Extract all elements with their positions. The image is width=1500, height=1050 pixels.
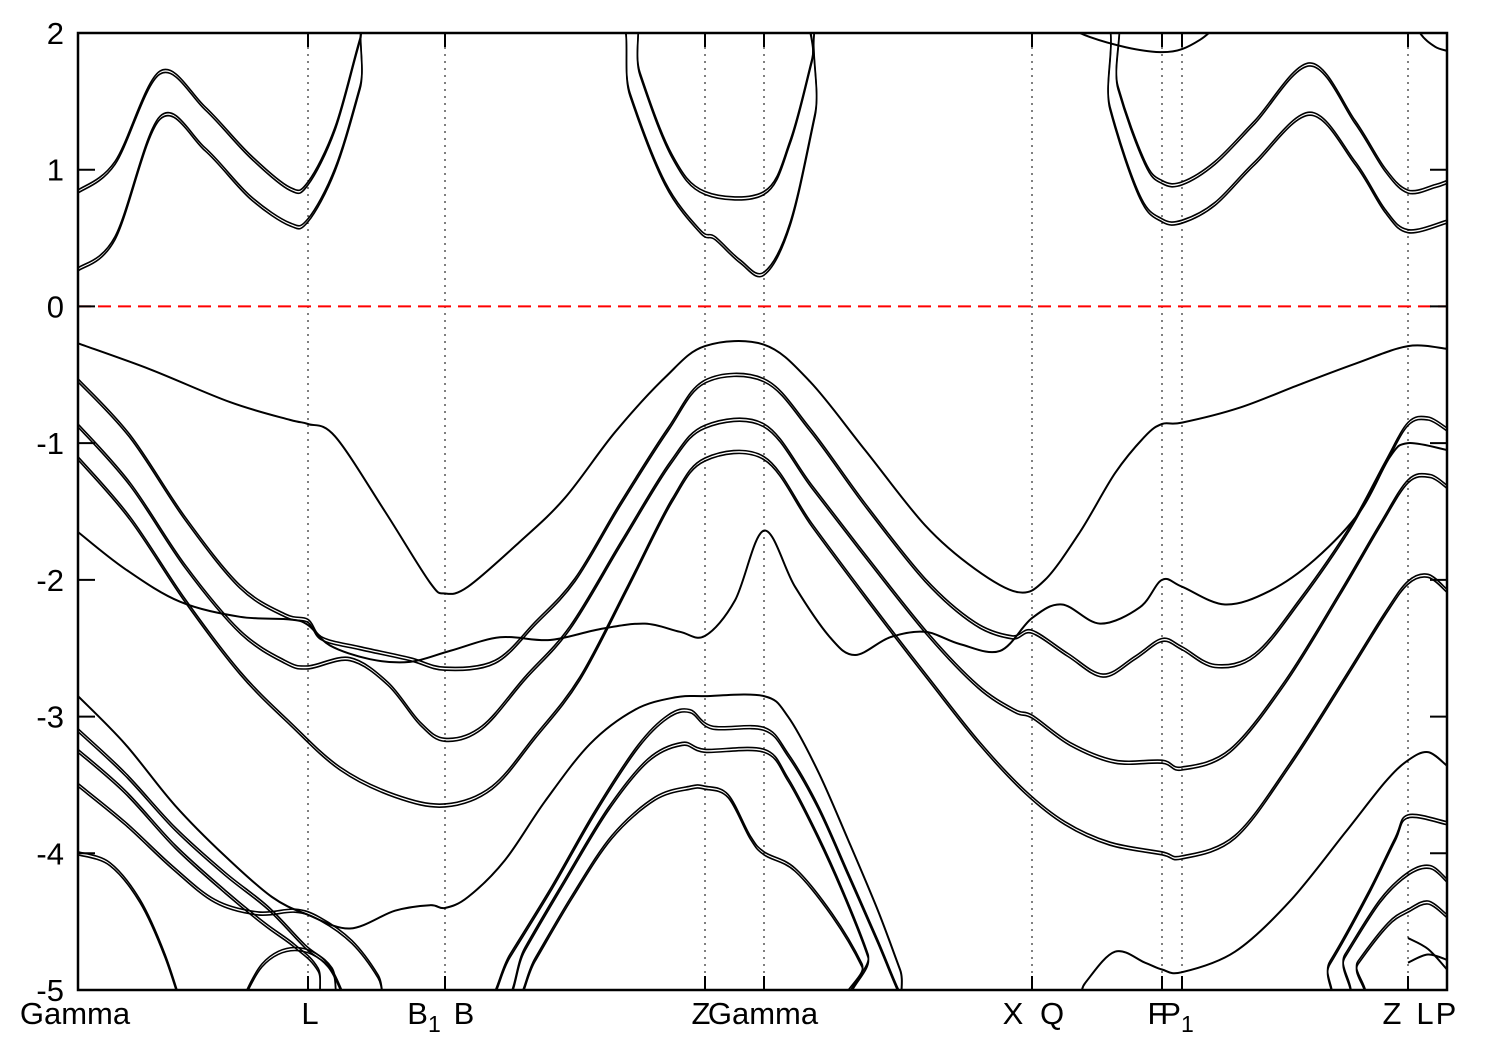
valence-band-3: [78, 420, 1447, 772]
valence-band-4: [78, 452, 1447, 861]
y-axis-tick-label: 2: [47, 16, 64, 51]
x-axis-kpoint-label: P1: [1160, 996, 1193, 1037]
valence-band-4: [78, 449, 1447, 858]
valence-band-3: [78, 417, 1447, 769]
valence-band-10: [78, 854, 177, 990]
y-axis-tick-label: -4: [36, 836, 64, 871]
conduction-band-1: [78, 33, 1447, 275]
y-axis-tick-label: 1: [47, 153, 64, 188]
conduction-band-2: [78, 33, 1447, 198]
x-axis-kpoint-label: Gamma: [708, 996, 819, 1031]
y-axis-tick-label: 0: [47, 289, 64, 324]
band-curves: [78, 33, 1447, 990]
x-axis-kpoint-label: Q: [1040, 996, 1064, 1031]
valence-band-2: [78, 375, 1447, 678]
y-axis-tick-label: -5: [36, 973, 64, 1008]
x-axis-kpoint-label: L: [1416, 996, 1433, 1031]
valence-hump-L: [247, 949, 342, 990]
valence-band-9: [78, 782, 1447, 990]
x-axis-kpoint-label: X: [1003, 996, 1024, 1031]
y-axis-tick-label: -2: [36, 563, 64, 598]
valence-band-7: [78, 711, 1447, 990]
valence-band-7: [78, 708, 1447, 990]
valence-band-8: [78, 744, 1447, 990]
x-axis-kpoint-label: L: [301, 996, 318, 1031]
conduction-band-3b: [1418, 33, 1447, 52]
x-axis-kpoint-label: F: [1148, 996, 1167, 1031]
x-axis-kpoint-label: P: [1436, 996, 1457, 1031]
valence-hump-L: [245, 946, 343, 990]
x-axis-kpoint-label: B1: [407, 996, 440, 1037]
valence-band-6: [78, 693, 1447, 990]
valence-band-5: [78, 442, 1447, 664]
conduction-band-1: [78, 33, 1447, 278]
x-axis-kpoint-label: Z: [692, 996, 711, 1031]
right-segment-band-b: [1407, 953, 1447, 964]
conduction-band-3a: [1077, 33, 1211, 54]
x-axis-kpoint-label: Z: [1383, 996, 1402, 1031]
valence-band-8: [78, 741, 1447, 990]
valence-band-1: [78, 340, 1447, 595]
y-axis-tick-label: -1: [36, 426, 64, 461]
x-axis-kpoint-label: Gamma: [20, 996, 131, 1031]
right-segment-band-a: [1407, 937, 1447, 971]
conduction-band-2: [78, 33, 1447, 201]
y-axis-tick-label: -3: [36, 700, 64, 735]
plot-border: [76, 31, 1449, 992]
valence-band-9: [78, 785, 1447, 990]
valence-band-10: [78, 851, 178, 990]
x-axis-kpoint-label: B: [454, 996, 475, 1031]
